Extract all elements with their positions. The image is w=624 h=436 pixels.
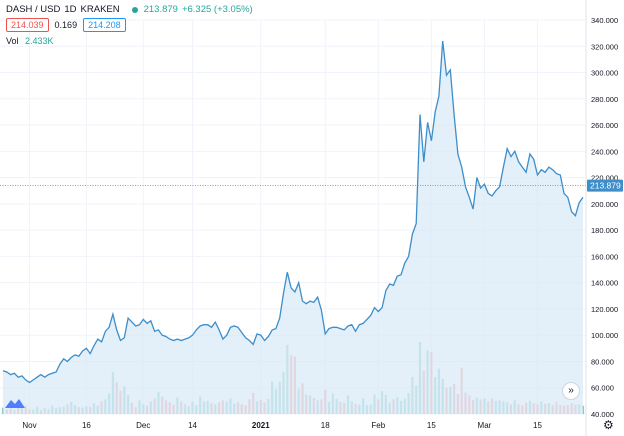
x-tick-label: 14 [188,421,197,430]
volume-legend: Vol 2.433K [6,36,54,46]
y-tick-label: 80.000 [591,357,614,366]
y-tick-label: 100.000 [591,331,618,340]
exchange-label[interactable]: KRAKEN [80,4,120,15]
symbol-label[interactable]: DASH / USD [6,4,61,15]
last-price-tag: 213.879 [587,179,623,192]
x-tick-label: 15 [533,421,542,430]
chart-legend: DASH / USD 1D KRAKEN 213.879 +6.325 (+3.… [6,4,253,15]
interval-label[interactable]: 1D [64,4,77,15]
y-tick-label: 300.000 [591,69,618,78]
x-tick-label: Dec [136,421,150,430]
y-tick-label: 220.000 [591,174,618,183]
last-price: 213.879 [143,4,178,15]
last-price-tag-bg [587,179,623,192]
x-axis: Nov 16 Dec 14 2021 18 Feb 15 Mar 15 [22,421,542,430]
y-tick-label: 240.000 [591,147,618,156]
price-line [2,40,584,384]
y-tick-label: 280.000 [591,95,618,104]
volume-value: 2.433K [25,36,54,46]
y-tick-label: 260.000 [591,121,618,130]
y-tick-label: 60.000 [591,384,614,393]
price-change: +6.325 (+3.05%) [181,4,253,15]
last-price-tag-text: 213.879 [590,181,621,191]
y-tick-label: 320.000 [591,42,618,51]
x-tick-label: 18 [321,421,330,430]
chevron-right-icon: » [568,385,574,396]
scroll-to-realtime-button[interactable]: » [562,382,580,400]
x-tick-label: 15 [427,421,436,430]
y-tick-label: 160.000 [591,252,618,261]
x-tick-label: Mar [478,421,492,430]
y-tick-label: 180.000 [591,226,618,235]
market-status-icon [131,6,138,13]
x-tick-label: Nov [22,421,36,430]
bid-ask-row: 214.039 0.169 214.208 [6,18,126,32]
x-tick-label: Feb [371,421,385,430]
tradingview-logo-icon[interactable] [4,396,26,410]
x-tick-label: 16 [82,421,91,430]
spread-value: 0.169 [54,20,78,30]
y-tick-label: 40.000 [591,410,614,419]
y-tick-label: 340.000 [591,16,618,25]
gear-icon[interactable]: ⚙ [603,418,614,432]
y-tick-label: 200.000 [591,200,618,209]
sell-price-button[interactable]: 214.039 [6,18,49,32]
y-tick-label: 140.000 [591,279,618,288]
price-area-fill [3,41,583,414]
x-tick-label: 2021 [252,421,270,430]
y-tick-label: 120.000 [591,305,618,314]
buy-price-button[interactable]: 214.208 [83,18,126,32]
y-axis: 40.000 60.000 80.000 100.000 120.000 140.000 1… [585,0,618,436]
volume-label[interactable]: Vol [6,36,19,46]
